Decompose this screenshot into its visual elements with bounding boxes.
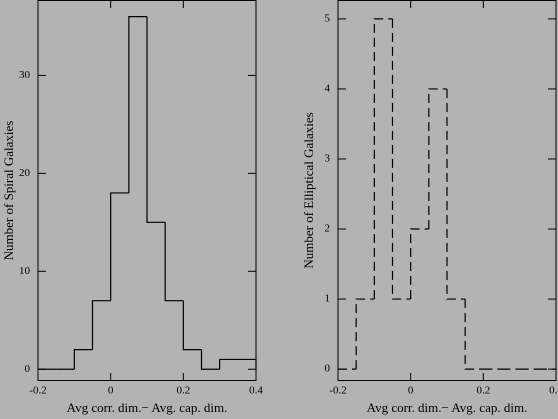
- x-axis-label: Avg corr. dim.− Avg. cap. dim.: [67, 400, 228, 415]
- histogram-bar: [237, 358, 257, 370]
- histogram-bar: [391, 18, 411, 300]
- x-axis-label: Avg corr. dim.− Avg. cap. dim.: [367, 400, 528, 415]
- y-tick-label: 3: [325, 153, 331, 165]
- x-tick-label: 0: [108, 385, 114, 397]
- y-tick-label: 10: [19, 265, 31, 277]
- histogram-bar: [410, 228, 429, 300]
- y-tick-label: 0: [325, 363, 331, 375]
- y-tick-label: 20: [19, 167, 31, 179]
- y-tick-label: 0: [25, 363, 31, 375]
- histogram-bar: [355, 298, 375, 370]
- y-tick-label: 5: [325, 12, 331, 24]
- histogram-bar: [164, 222, 184, 302]
- y-tick-label: 1: [325, 293, 331, 305]
- y-tick-label: 30: [19, 69, 31, 81]
- histogram-bar: [428, 88, 447, 230]
- histogram-bar: [146, 16, 166, 223]
- histogram-bar: [446, 88, 466, 300]
- histogram-bar: [200, 349, 220, 370]
- x-tick-label: 0: [408, 385, 414, 397]
- y-tick-label: 2: [325, 223, 331, 235]
- x-tick-label: 0.4: [249, 385, 263, 397]
- histogram-bar: [128, 16, 147, 193]
- histogram-bar: [110, 192, 129, 301]
- y-axis-label: Number of Spiral Galaxies: [1, 121, 16, 261]
- histogram-bar: [464, 299, 484, 370]
- plot-frame: [337, 0, 557, 381]
- x-tick-label: 0.2: [176, 385, 190, 397]
- x-tick-label: -0.2: [329, 385, 346, 397]
- x-tick-label: 0.2: [476, 385, 490, 397]
- y-axis-label: Number of Elliptical Galaxies: [301, 112, 316, 268]
- plot-frame: [37, 0, 257, 381]
- histogram-bar: [73, 349, 93, 370]
- histogram-bar: [182, 300, 202, 351]
- x-tick-label: -0.2: [29, 385, 46, 397]
- histogram-bar: [219, 358, 238, 370]
- y-tick-label: 4: [325, 82, 331, 94]
- histogram-bar: [373, 18, 393, 300]
- histogram-bar: [91, 300, 111, 350]
- x-tick-label: 0.4: [549, 385, 558, 397]
